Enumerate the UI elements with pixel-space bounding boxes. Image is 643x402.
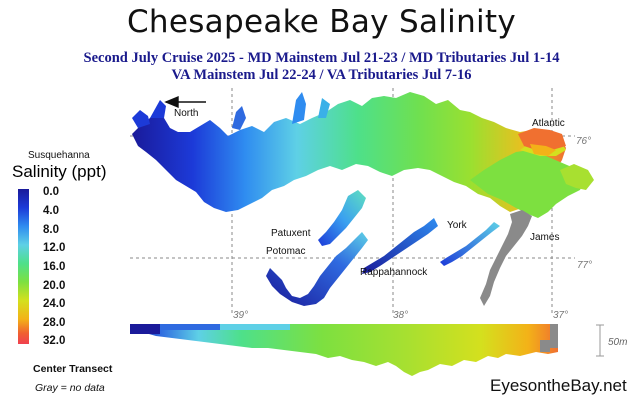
legend-tick-8: 8.0 [43,224,59,236]
legend-tick-24: 24.0 [43,298,66,310]
bay-mainstem [132,92,566,212]
lat-76-label: 76° [576,136,591,147]
lon-38-label: 38° [393,310,408,321]
center-transect-label: Center Transect [33,363,113,375]
atlantic-label: Atlantic [532,118,565,129]
legend-tick-12: 12.0 [43,242,66,254]
potomac-label: Potomac [266,246,305,257]
page-title: Chesapeake Bay Salinity [126,4,517,40]
salinity-color-bar [18,189,29,344]
site-credit: EyesontheBay.net [490,376,627,395]
rappahannock-river [362,218,438,274]
james-label: James [530,232,559,243]
york-label: York [447,220,468,231]
patuxent-label: Patuxent [271,228,311,239]
lon-39-label: 39° [233,310,248,321]
legend-title: Salinity (ppt) [12,162,107,181]
legend-tick-4: 4.0 [43,205,59,217]
rappahannock-label: Rappahannock [360,267,428,278]
transect-scale-bar [596,324,604,357]
potomac-river [266,232,368,306]
cruise-subtitle-va: VA Mainstem Jul 22-24 / VA Tributaries J… [171,67,472,83]
cruise-subtitle-md: Second July Cruise 2025 - MD Mainstem Ju… [83,50,560,66]
legend-tick-0: 0.0 [43,186,59,198]
transect-scale-label: 50m [608,337,628,348]
legend-tick-16: 16.0 [43,261,66,273]
north-label: North [174,108,198,119]
patuxent-river [318,190,366,246]
lat-77-label: 77° [577,260,592,271]
gray-no-data-note: Gray = no data [35,382,105,394]
lon-37-label: 37° [553,310,568,321]
north-arrow [164,95,206,109]
york-river [440,222,500,266]
center-transect-profile [130,324,558,376]
susquehanna-label: Susquehanna [28,150,90,161]
legend-tick-20: 20.0 [43,280,66,292]
james-no-data [480,210,532,306]
legend-tick-32: 32.0 [43,335,66,347]
legend-tick-28: 28.0 [43,317,66,329]
